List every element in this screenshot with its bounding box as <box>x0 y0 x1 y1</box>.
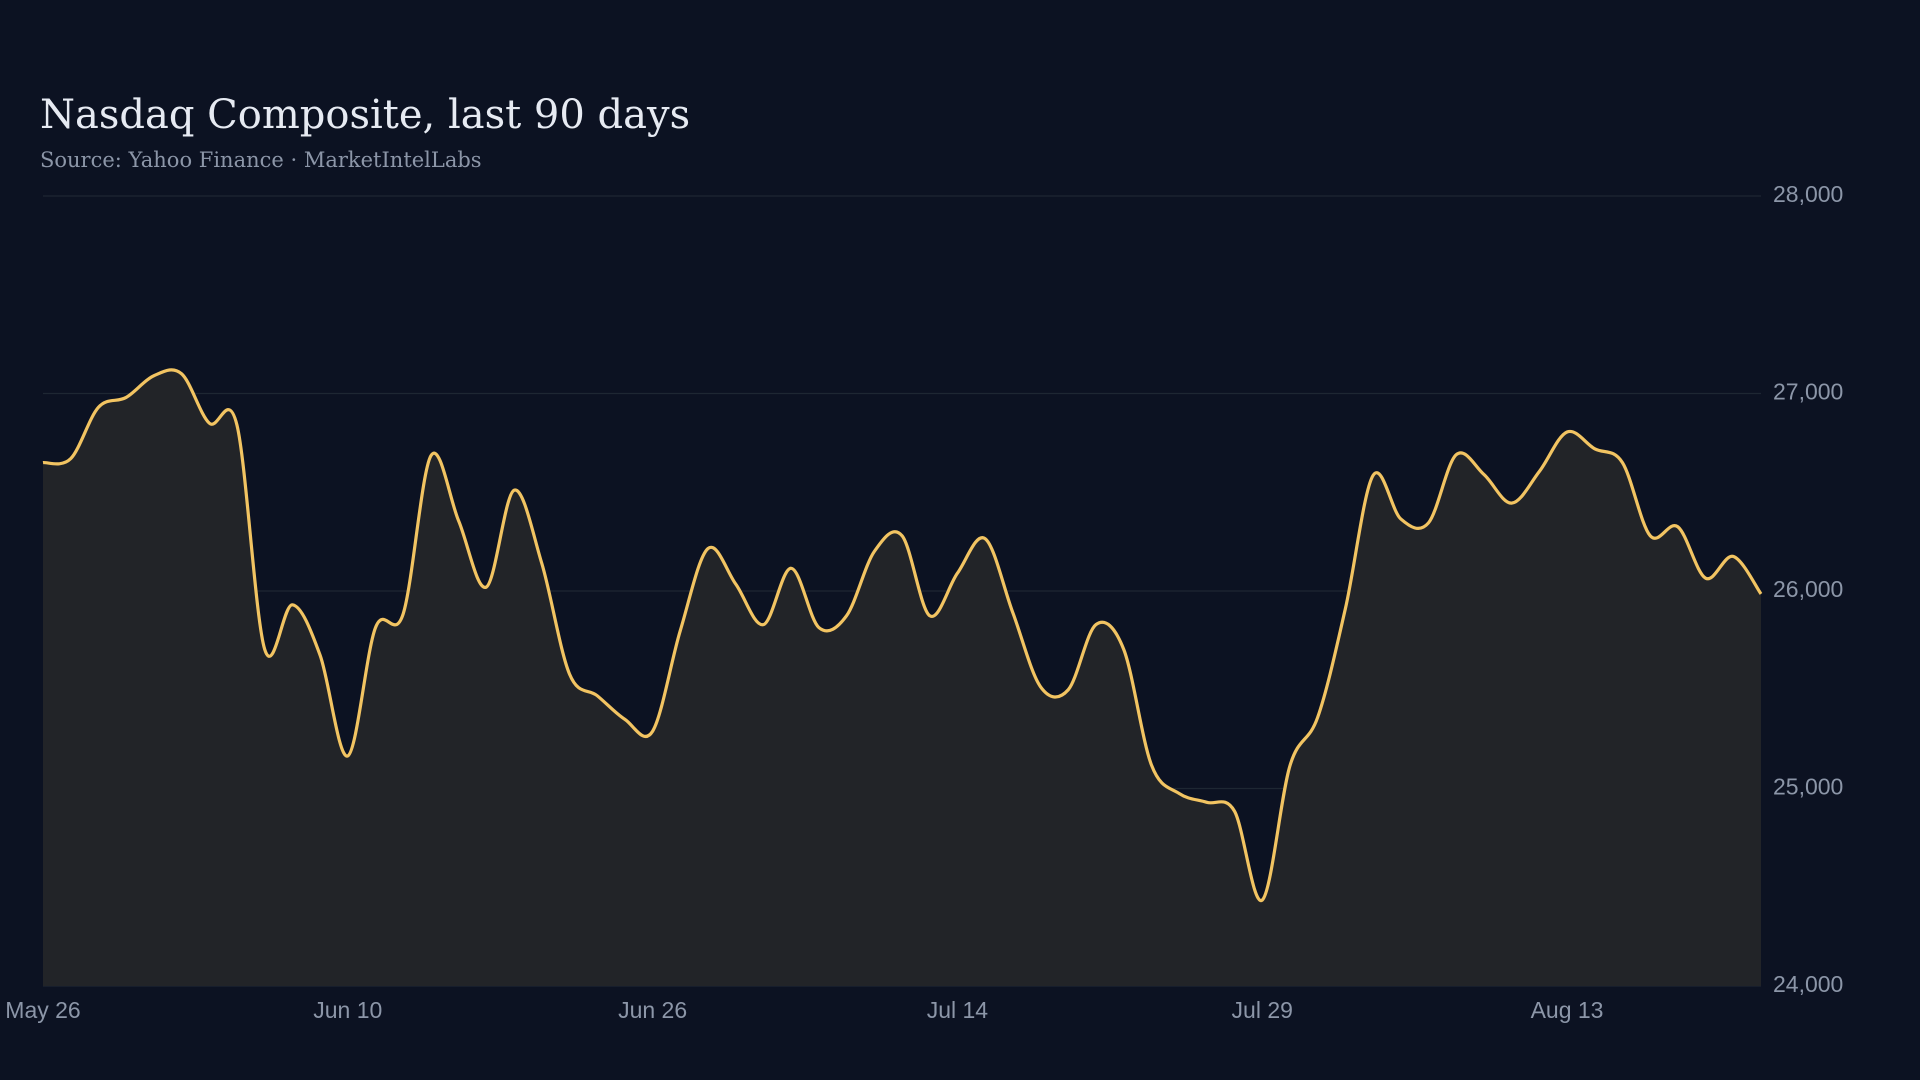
x-tick-label: Jun 10 <box>313 997 382 1023</box>
x-tick-label: Jul 14 <box>927 997 989 1023</box>
chart-subtitle: Source: Yahoo Finance · MarketIntelLabs <box>40 148 482 172</box>
y-tick-label: 25,000 <box>1773 774 1843 800</box>
y-tick-label: 24,000 <box>1773 971 1843 997</box>
chart-title: Nasdaq Composite, last 90 days <box>40 92 690 138</box>
y-tick-label: 28,000 <box>1773 181 1843 207</box>
x-tick-label: Jun 26 <box>618 997 687 1023</box>
x-tick-label: Jul 29 <box>1232 997 1293 1023</box>
y-tick-label: 26,000 <box>1773 576 1843 602</box>
line <box>42 368 1763 902</box>
x-tick-label: Aug 13 <box>1531 997 1604 1023</box>
area <box>43 369 1761 987</box>
y-tick-label: 27,000 <box>1773 379 1843 405</box>
x-tick-label: May 26 <box>5 997 80 1023</box>
